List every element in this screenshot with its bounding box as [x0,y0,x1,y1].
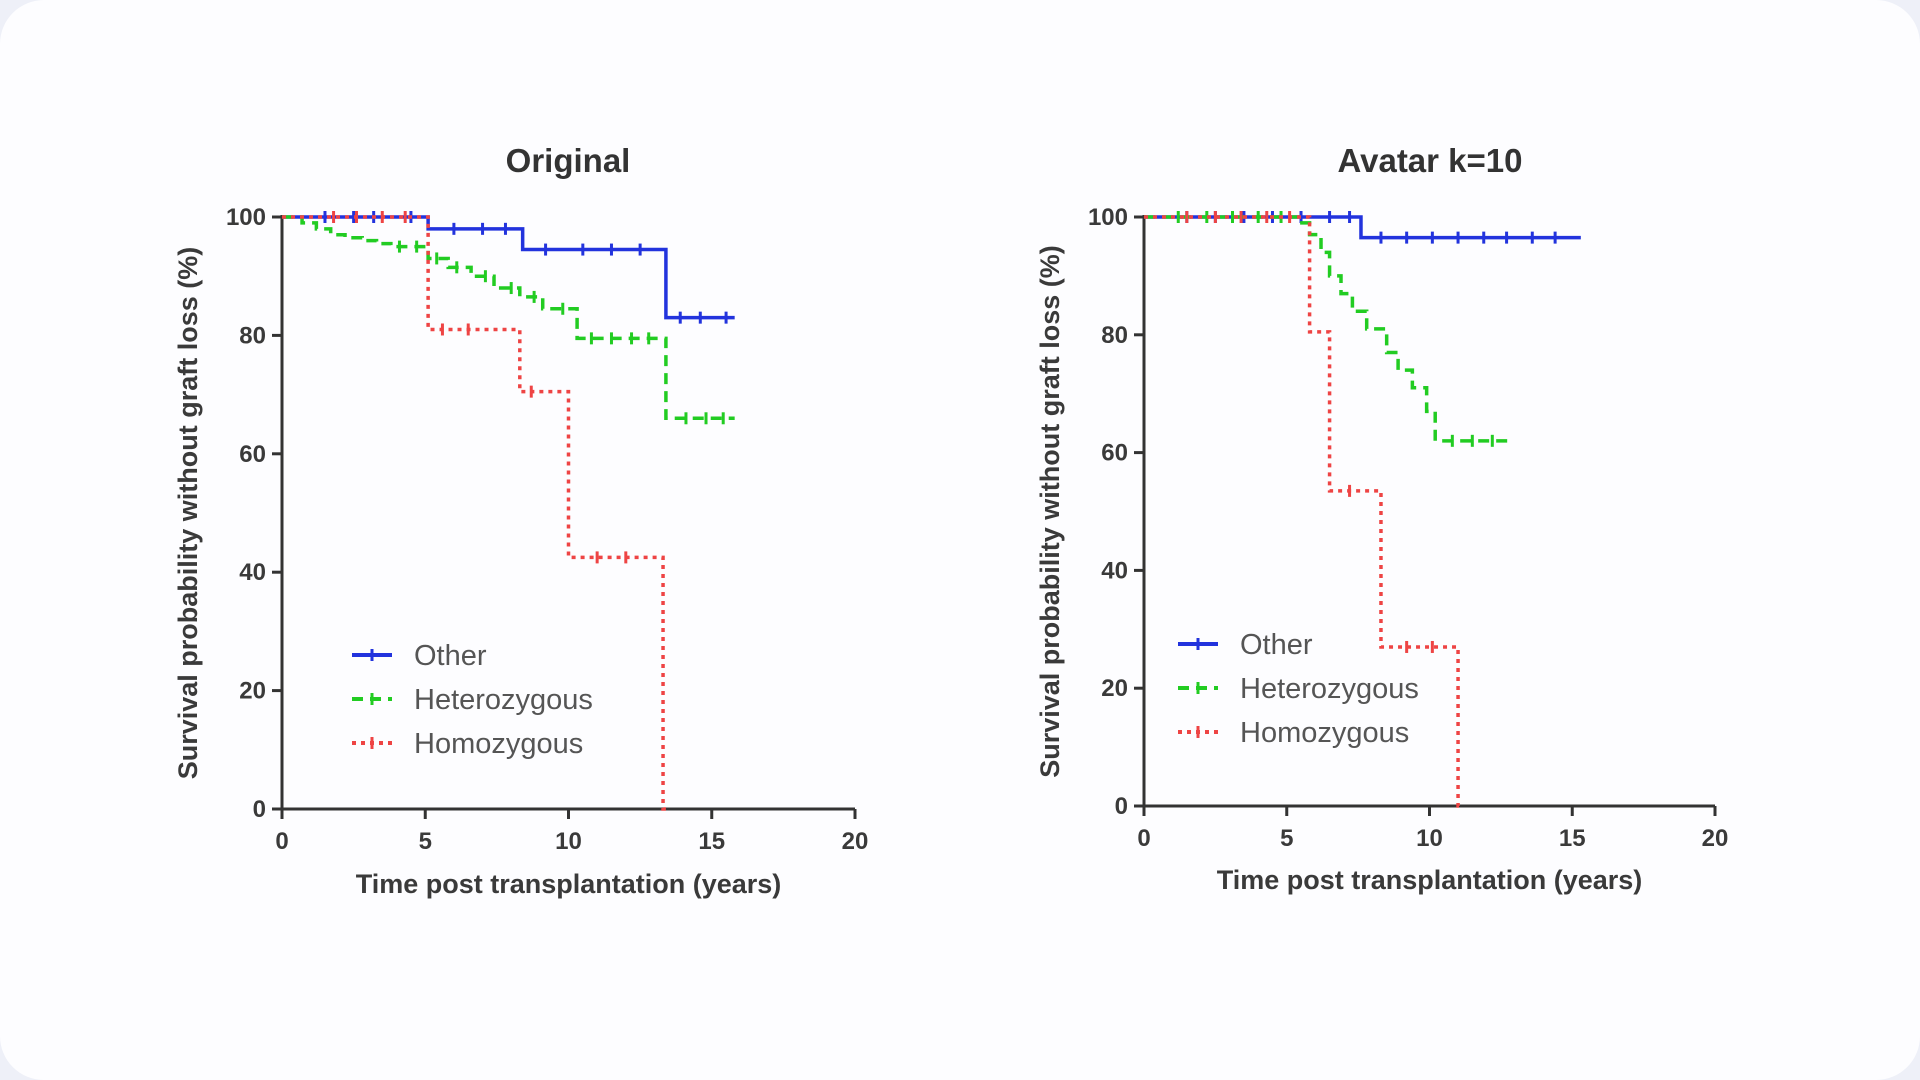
chart-title: Original [506,142,631,179]
series-other [282,211,735,324]
y-tick-label: 40 [1101,557,1128,584]
y-tick-label: 80 [239,322,266,349]
y-tick-label: 60 [239,441,266,468]
y-tick-label: 20 [239,678,266,705]
x-tick-label: 0 [1137,825,1150,852]
series-line-homozygous [282,215,666,811]
legend-label-homozygous: Homozygous [1240,717,1409,749]
y-tick-label: 0 [1115,793,1128,820]
series-line-heterozygous [1144,215,1510,443]
x-tick-label: 0 [275,828,288,855]
x-tick-label: 5 [419,828,432,855]
legend-label-heterozygous: Heterozygous [1240,673,1419,705]
x-tick-label: 10 [555,828,582,855]
x-tick-label: 20 [842,828,869,855]
series-homozygous [1144,211,1461,808]
y-tick-label: 40 [239,559,266,586]
chart-panel-1: Original 0 20 40 60 80 100 0 5 10 15 20 Time post tr… [173,142,868,899]
y-tick-label: 0 [253,796,266,823]
chart-panel-2: Avatar k=10 0 20 40 60 80 100 0 5 10 15 20 Time post… [1035,142,1728,895]
y-tick-label: 80 [1101,322,1128,349]
y-axis-title: Survival probability without graft loss … [1035,245,1065,778]
x-tick-label: 20 [1702,825,1729,852]
x-axis-title: Time post transplantation (years) [356,869,782,899]
legend-label-other: Other [1240,629,1313,661]
legend-label-heterozygous: Heterozygous [414,684,593,716]
series-line-other [1144,215,1581,240]
y-axis-title: Survival probability without graft loss … [173,247,203,780]
y-tick-label: 20 [1101,675,1128,702]
y-tick-label: 60 [1101,440,1128,467]
x-tick-label: 5 [1280,825,1293,852]
legend-label-other: Other [414,640,487,672]
x-tick-label: 15 [698,828,725,855]
chart-title: Avatar k=10 [1338,142,1523,179]
legend-label-homozygous: Homozygous [414,728,583,760]
x-tick-label: 10 [1416,825,1443,852]
series-homozygous [282,211,666,811]
x-axis-title: Time post transplantation (years) [1217,865,1643,895]
series-line-other [282,215,735,320]
y-tick-label: 100 [226,204,266,231]
series-heterozygous [1144,211,1510,447]
x-tick-label: 15 [1559,825,1586,852]
y-tick-label: 100 [1088,204,1128,231]
